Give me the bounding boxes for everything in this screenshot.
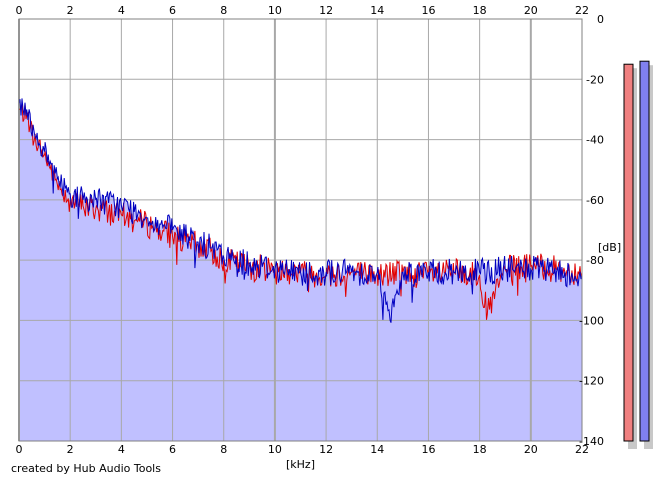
x-tick-label-bottom: 10 xyxy=(268,443,282,456)
y-tick-label: -100 xyxy=(579,314,604,327)
x-tick-label-top: 22 xyxy=(575,4,589,17)
y-tick-label: -120 xyxy=(579,375,604,388)
x-tick-label-bottom: 4 xyxy=(118,443,125,456)
x-tick-label-bottom: 0 xyxy=(16,443,23,456)
x-tick-label-top: 8 xyxy=(220,4,227,17)
level-meter-2 xyxy=(639,60,650,442)
x-tick-label-top: 18 xyxy=(473,4,487,17)
x-tick-label-bottom: 14 xyxy=(370,443,384,456)
x-tick-label-top: 14 xyxy=(370,4,384,17)
y-tick-label: -60 xyxy=(586,194,604,207)
x-tick-label-top: 2 xyxy=(67,4,74,17)
x-axis-label: [kHz] xyxy=(286,458,315,471)
x-tick-label-top: 20 xyxy=(524,4,538,17)
x-tick-label-bottom: 12 xyxy=(319,443,333,456)
series-line-2 xyxy=(18,98,583,323)
x-tick-label-bottom: 16 xyxy=(421,443,435,456)
y-tick-label: 0 xyxy=(597,13,604,26)
x-tick-label-bottom: 8 xyxy=(220,443,227,456)
x-tick-label-bottom: 22 xyxy=(575,443,589,456)
y-tick-label: -40 xyxy=(586,134,604,147)
x-tick-label-top: 12 xyxy=(319,4,333,17)
spectrum-fill xyxy=(19,98,582,442)
x-tick-label-bottom: 18 xyxy=(473,443,487,456)
y-tick-label: -140 xyxy=(579,435,604,448)
x-tick-label-bottom: 6 xyxy=(169,443,176,456)
credit-text: created by Hub Audio Tools xyxy=(11,462,161,475)
y-axis-label: [dB] xyxy=(598,241,621,254)
plot-frame xyxy=(18,18,583,442)
y-tick-label: -20 xyxy=(586,73,604,86)
level-meter-1 xyxy=(623,63,634,442)
x-tick-label-bottom: 20 xyxy=(524,443,538,456)
x-tick-label-top: 6 xyxy=(169,4,176,17)
x-tick-label-top: 10 xyxy=(268,4,282,17)
x-tick-label-top: 0 xyxy=(16,4,23,17)
y-tick-label: -80 xyxy=(586,254,604,267)
x-tick-label-top: 4 xyxy=(118,4,125,17)
x-tick-label-bottom: 2 xyxy=(67,443,74,456)
x-tick-label-top: 16 xyxy=(421,4,435,17)
